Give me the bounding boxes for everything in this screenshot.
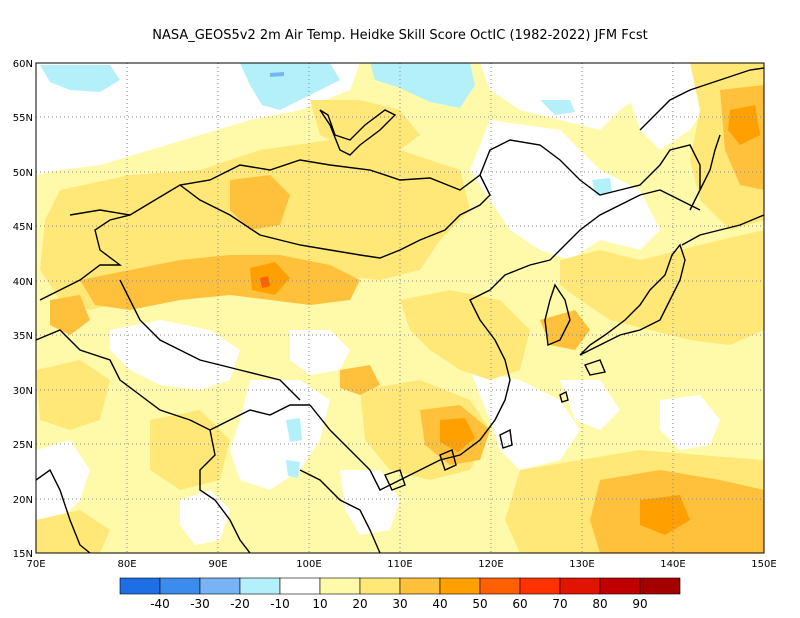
lat-tick-label: 60N (13, 59, 33, 70)
colorbar: -40 -30 -20 -10 10 20 30 40 50 60 70 80 90 (119, 577, 681, 611)
colorbar-label: -40 (150, 597, 170, 611)
lat-axis: 15N 20N 25N 30N 35N 40N 45N 50N 55N 60N (13, 59, 33, 560)
colorbar-label: -30 (190, 597, 210, 611)
colorbar-label: -20 (230, 597, 250, 611)
colorbar-swatch (119, 577, 161, 595)
colorbar-swatch (439, 577, 481, 595)
field-darkorange-regions (250, 105, 760, 535)
colorbar-label: 10 (312, 597, 327, 611)
colorbar-swatch (199, 577, 241, 595)
colorbar-label: 90 (632, 597, 647, 611)
colorbar-swatch (159, 577, 201, 595)
lat-tick-label: 55N (13, 113, 33, 124)
lat-tick-label: 45N (13, 222, 33, 233)
field-negative-strong (270, 72, 284, 77)
lat-tick-label: 50N (13, 168, 33, 179)
lon-tick-label: 70E (26, 559, 45, 570)
colorbar-swatch (319, 577, 361, 595)
map-title: NASA_GEOS5v2 2m Air Temp. Heidke Skill S… (152, 28, 648, 43)
colorbar-swatch (399, 577, 441, 595)
colorbar-label: 40 (432, 597, 447, 611)
lat-tick-label: 35N (13, 331, 33, 342)
lon-tick-label: 100E (296, 559, 321, 570)
colorbar-label: 20 (352, 597, 367, 611)
lon-tick-label: 140E (660, 559, 685, 570)
lon-tick-label: 80E (117, 559, 136, 570)
colorbar-swatch (519, 577, 561, 595)
graticule (36, 63, 764, 553)
colorbar-swatch (279, 577, 321, 595)
colorbar-swatch (559, 577, 601, 595)
colorbar-swatch (639, 577, 681, 595)
colorbar-label: 60 (512, 597, 527, 611)
lat-tick-label: 25N (13, 440, 33, 451)
lon-tick-label: 90E (208, 559, 227, 570)
field-red-spot (260, 276, 270, 288)
lat-tick-label: 15N (13, 549, 33, 560)
colorbar-label: 70 (552, 597, 567, 611)
colorbar-swatch (239, 577, 281, 595)
colorbar-label: 30 (392, 597, 407, 611)
lon-tick-label: 120E (478, 559, 503, 570)
coastlines-borders (36, 67, 764, 553)
lat-tick-label: 20N (13, 495, 33, 506)
colorbar-swatch (479, 577, 521, 595)
lat-tick-label: 40N (13, 277, 33, 288)
colorbar-label: 50 (472, 597, 487, 611)
colorbar-label: 80 (592, 597, 607, 611)
map-frame (35, 62, 765, 554)
colorbar-swatch (599, 577, 641, 595)
lon-tick-label: 130E (569, 559, 594, 570)
colorbar-swatch (359, 577, 401, 595)
lon-axis: 70E 80E 90E 100E 110E 120E 130E 140E 150… (26, 559, 776, 570)
lat-tick-label: 30N (13, 386, 33, 397)
field-negative-regions (40, 63, 612, 478)
lon-tick-label: 150E (751, 559, 776, 570)
colorbar-label: -10 (270, 597, 290, 611)
lon-tick-label: 110E (387, 559, 412, 570)
